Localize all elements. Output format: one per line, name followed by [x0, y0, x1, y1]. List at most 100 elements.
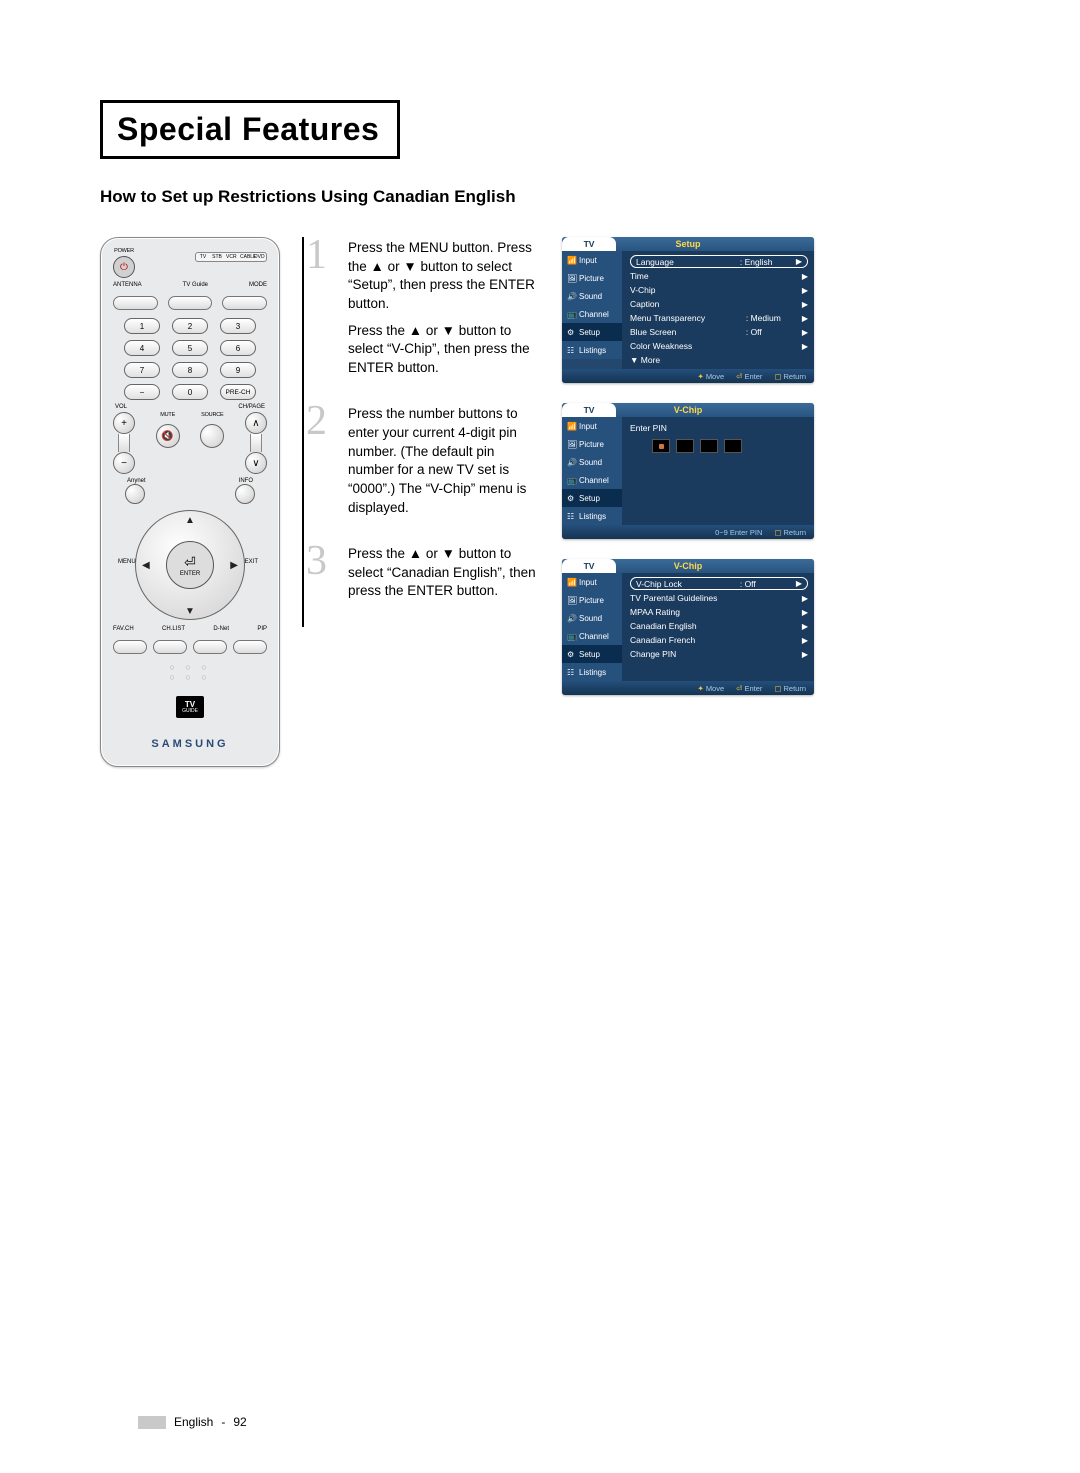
- pin-box[interactable]: [676, 439, 694, 453]
- step-text: Press the number buttons to enter your c…: [348, 405, 540, 517]
- osd-row-value: : English: [740, 257, 796, 267]
- osd-side-item[interactable]: 🔊Sound: [562, 287, 622, 305]
- osd-side-item[interactable]: ⚙Setup: [562, 323, 622, 341]
- num-dash[interactable]: −: [124, 384, 160, 400]
- osd-side-item[interactable]: 🔊Sound: [562, 453, 622, 471]
- osd-main: Language: English▶Time▶V-Chip▶Caption▶Me…: [622, 251, 814, 369]
- mode-button[interactable]: [222, 296, 267, 310]
- chevron-right-icon: ▶: [802, 622, 808, 631]
- side-label: Sound: [579, 458, 602, 467]
- channel-rocker[interactable]: ∧∨: [245, 412, 267, 474]
- anynet-button[interactable]: [125, 484, 145, 504]
- nav-right[interactable]: ▶: [230, 560, 238, 571]
- chevron-right-icon: ▶: [802, 636, 808, 645]
- page-footer: English - 92: [138, 1415, 247, 1429]
- osd-side-item[interactable]: 🖼Picture: [562, 269, 622, 287]
- osd-row[interactable]: Color Weakness▶: [630, 339, 808, 353]
- side-icon: 🔊: [567, 292, 576, 301]
- num-5[interactable]: 5: [172, 340, 208, 356]
- osd-row[interactable]: Menu Transparency: Medium▶: [630, 311, 808, 325]
- osd-side-item[interactable]: 📶Input: [562, 417, 622, 435]
- prech-button[interactable]: PRE-CH: [220, 384, 256, 400]
- num-0[interactable]: 0: [172, 384, 208, 400]
- osd-side-item[interactable]: 🖼Picture: [562, 591, 622, 609]
- osd-side-item[interactable]: 🔊Sound: [562, 609, 622, 627]
- dnet-button[interactable]: [193, 640, 227, 654]
- osd-row[interactable]: TV Parental Guidelines▶: [630, 591, 808, 605]
- osd-tab-tv[interactable]: TV: [562, 237, 616, 251]
- osd-footer-item: ▢Return: [774, 372, 806, 381]
- osd-row-label: Caption: [630, 299, 802, 309]
- osd-side-item[interactable]: 📶Input: [562, 251, 622, 269]
- osd-tab-tv[interactable]: TV: [562, 403, 616, 417]
- osd-side-item[interactable]: ☷Listings: [562, 507, 622, 525]
- osd-row[interactable]: ▼ More: [630, 353, 808, 367]
- osd-row[interactable]: Language: English▶: [630, 255, 808, 268]
- osd-tab-tv[interactable]: TV: [562, 559, 616, 573]
- num-6[interactable]: 6: [220, 340, 256, 356]
- osd-side-item[interactable]: 📶Input: [562, 573, 622, 591]
- antenna-label: ANTENNA: [113, 282, 142, 288]
- osd-row-label: Blue Screen: [630, 327, 746, 337]
- osd-row-label: Language: [636, 257, 740, 267]
- side-icon: 📶: [567, 578, 576, 587]
- side-icon: 🖼: [567, 440, 576, 449]
- nav-up[interactable]: ▲: [185, 515, 195, 526]
- pin-box[interactable]: [700, 439, 718, 453]
- osd-side-item[interactable]: 📺Channel: [562, 305, 622, 323]
- chevron-right-icon: ▶: [802, 650, 808, 659]
- pin-box[interactable]: [652, 439, 670, 453]
- mute-button[interactable]: 🔇: [156, 424, 180, 448]
- osd-row[interactable]: MPAA Rating▶: [630, 605, 808, 619]
- tvguide-logo: TV GUIDE: [176, 696, 204, 718]
- chevron-right-icon: ▶: [802, 594, 808, 603]
- osd-row[interactable]: Change PIN▶: [630, 647, 808, 661]
- osd-row[interactable]: Canadian English▶: [630, 619, 808, 633]
- pip-button[interactable]: [233, 640, 267, 654]
- antenna-button[interactable]: [113, 296, 158, 310]
- osd-side-item[interactable]: ☷Listings: [562, 341, 622, 359]
- side-label: Sound: [579, 614, 602, 623]
- num-2[interactable]: 2: [172, 318, 208, 334]
- volume-rocker[interactable]: +−: [113, 412, 135, 474]
- step-number: 3: [306, 533, 327, 591]
- osd-side-item[interactable]: ⚙Setup: [562, 645, 622, 663]
- num-8[interactable]: 8: [172, 362, 208, 378]
- info-button[interactable]: [235, 484, 255, 504]
- osd-row-label: V-Chip: [630, 285, 802, 295]
- osd-row[interactable]: Blue Screen: Off▶: [630, 325, 808, 339]
- osd-row[interactable]: V-Chip▶: [630, 283, 808, 297]
- num-1[interactable]: 1: [124, 318, 160, 334]
- osd-side-item[interactable]: 🖼Picture: [562, 435, 622, 453]
- osd-footer: ✦Move⏎Enter▢Return: [562, 369, 814, 383]
- side-icon: 📶: [567, 256, 576, 265]
- num-9[interactable]: 9: [220, 362, 256, 378]
- num-4[interactable]: 4: [124, 340, 160, 356]
- osd-row[interactable]: Time▶: [630, 269, 808, 283]
- osd-row[interactable]: Caption▶: [630, 297, 808, 311]
- num-7[interactable]: 7: [124, 362, 160, 378]
- pin-box[interactable]: [724, 439, 742, 453]
- osd-side-item[interactable]: 📺Channel: [562, 627, 622, 645]
- osd-side-item[interactable]: 📺Channel: [562, 471, 622, 489]
- osd-row[interactable]: V-Chip Lock: Off▶: [630, 577, 808, 590]
- osd-main: Enter PIN: [622, 417, 814, 525]
- num-3[interactable]: 3: [220, 318, 256, 334]
- nav-down[interactable]: ▼: [185, 606, 195, 617]
- side-label: Listings: [579, 668, 606, 677]
- menu-label: MENU: [118, 559, 136, 565]
- chlist-button[interactable]: [153, 640, 187, 654]
- nav-left[interactable]: ◀: [142, 560, 150, 571]
- chevron-right-icon: ▶: [802, 328, 808, 337]
- pin-boxes[interactable]: [652, 439, 808, 453]
- power-button[interactable]: ⏻: [113, 256, 135, 278]
- chevron-right-icon: ▶: [802, 272, 808, 281]
- source-button[interactable]: [200, 424, 224, 448]
- osd-row[interactable]: Canadian French▶: [630, 633, 808, 647]
- osd-side-item[interactable]: ⚙Setup: [562, 489, 622, 507]
- tvguide-button[interactable]: [168, 296, 213, 310]
- power-label: POWER: [114, 248, 134, 254]
- enter-button[interactable]: ⏎ ENTER: [166, 541, 214, 589]
- osd-side-item[interactable]: ☷Listings: [562, 663, 622, 681]
- favch-button[interactable]: [113, 640, 147, 654]
